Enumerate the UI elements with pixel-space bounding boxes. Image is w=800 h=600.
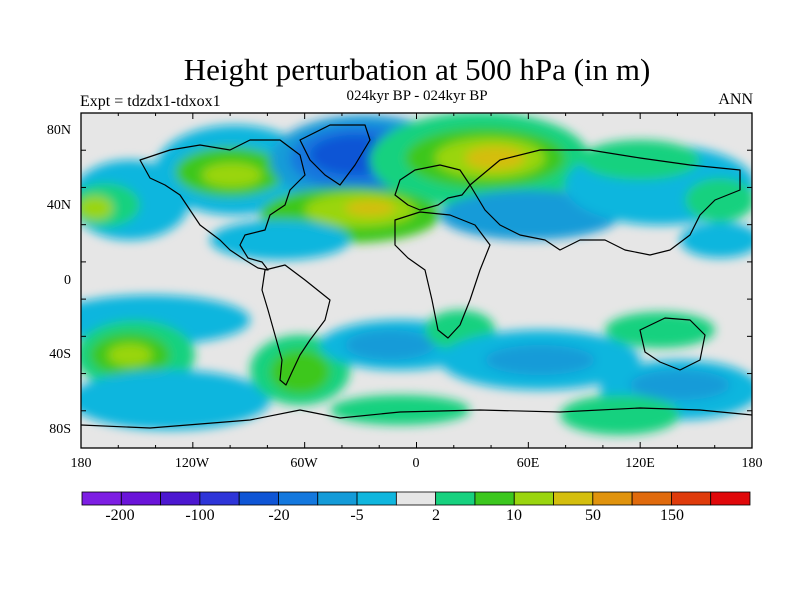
colorbar-box — [553, 491, 594, 506]
map-subtitle: 024kyr BP - 024kyr BP — [346, 88, 488, 104]
region-blue1 — [630, 370, 730, 400]
lon-tick-label: 120W — [174, 456, 210, 471]
lon-tick-label: 180 — [70, 456, 92, 471]
colorbar-box — [120, 491, 161, 506]
lon-tick-label: 180 — [741, 456, 763, 471]
axis-ticks — [80, 112, 753, 449]
colorbar-label: -100 — [185, 507, 215, 524]
region-green1 — [580, 140, 700, 180]
colorbar-box — [513, 491, 554, 506]
lat-tick-label: 40N — [46, 198, 71, 213]
colorbar-box — [160, 491, 201, 506]
colorbar-label: 2 — [432, 507, 440, 524]
region-yellowgreen — [202, 163, 262, 187]
region-cyan — [210, 220, 350, 260]
season-label: ANN — [718, 91, 753, 108]
lon-tick-label: 60W — [290, 456, 318, 471]
region-yellowgreen — [81, 196, 113, 220]
region-green1 — [685, 178, 752, 222]
colorbar-box — [238, 491, 279, 506]
lat-tick-label: 40S — [49, 347, 71, 362]
region-green1 — [605, 312, 715, 348]
colorbar-box — [435, 491, 476, 506]
coastlines — [81, 124, 752, 429]
colorbar-box — [395, 491, 437, 506]
colorbar-box — [474, 491, 515, 506]
colorbar-box — [671, 491, 712, 506]
colorbar — [81, 491, 751, 506]
region-blue1 — [485, 345, 595, 375]
region-cyan — [680, 222, 752, 258]
colorbar-box — [199, 491, 240, 506]
region-green1 — [330, 395, 470, 425]
region-yellow — [465, 146, 525, 170]
colorbar-label: -20 — [268, 507, 290, 524]
region-yellow — [345, 200, 395, 216]
region-green2 — [270, 350, 330, 394]
lon-tick-label: 120E — [625, 456, 655, 471]
experiment-label: Expt = tdzdx1-tdxox1 — [80, 93, 221, 110]
colorbar-label: -5 — [350, 507, 364, 524]
colorbar-box — [592, 491, 633, 506]
colorbar-box — [278, 491, 319, 506]
lon-tick-label: 0 — [412, 456, 420, 471]
region-cyan — [81, 370, 270, 430]
contour-field — [81, 113, 752, 448]
colorbar-box — [710, 491, 751, 506]
colorbar-box — [317, 491, 358, 506]
region-yellowgreen — [108, 344, 152, 366]
lon-tick-label: 60E — [516, 456, 540, 471]
colorbar-box — [356, 491, 397, 506]
colorbar-box — [631, 491, 672, 506]
colorbar-box — [81, 491, 122, 506]
lat-tick-label: 80N — [46, 123, 71, 138]
region-blue1 — [345, 330, 435, 360]
lat-tick-label: 80S — [49, 422, 71, 437]
colorbar-label: 150 — [660, 507, 684, 524]
region-green1 — [560, 395, 680, 435]
colorbar-label: 10 — [506, 507, 522, 524]
lat-tick-label: 0 — [64, 273, 71, 288]
colorbar-label: 50 — [585, 507, 601, 524]
map-title: Height perturbation at 500 hPa (in m) — [183, 52, 651, 87]
colorbar-label: -200 — [105, 507, 135, 524]
